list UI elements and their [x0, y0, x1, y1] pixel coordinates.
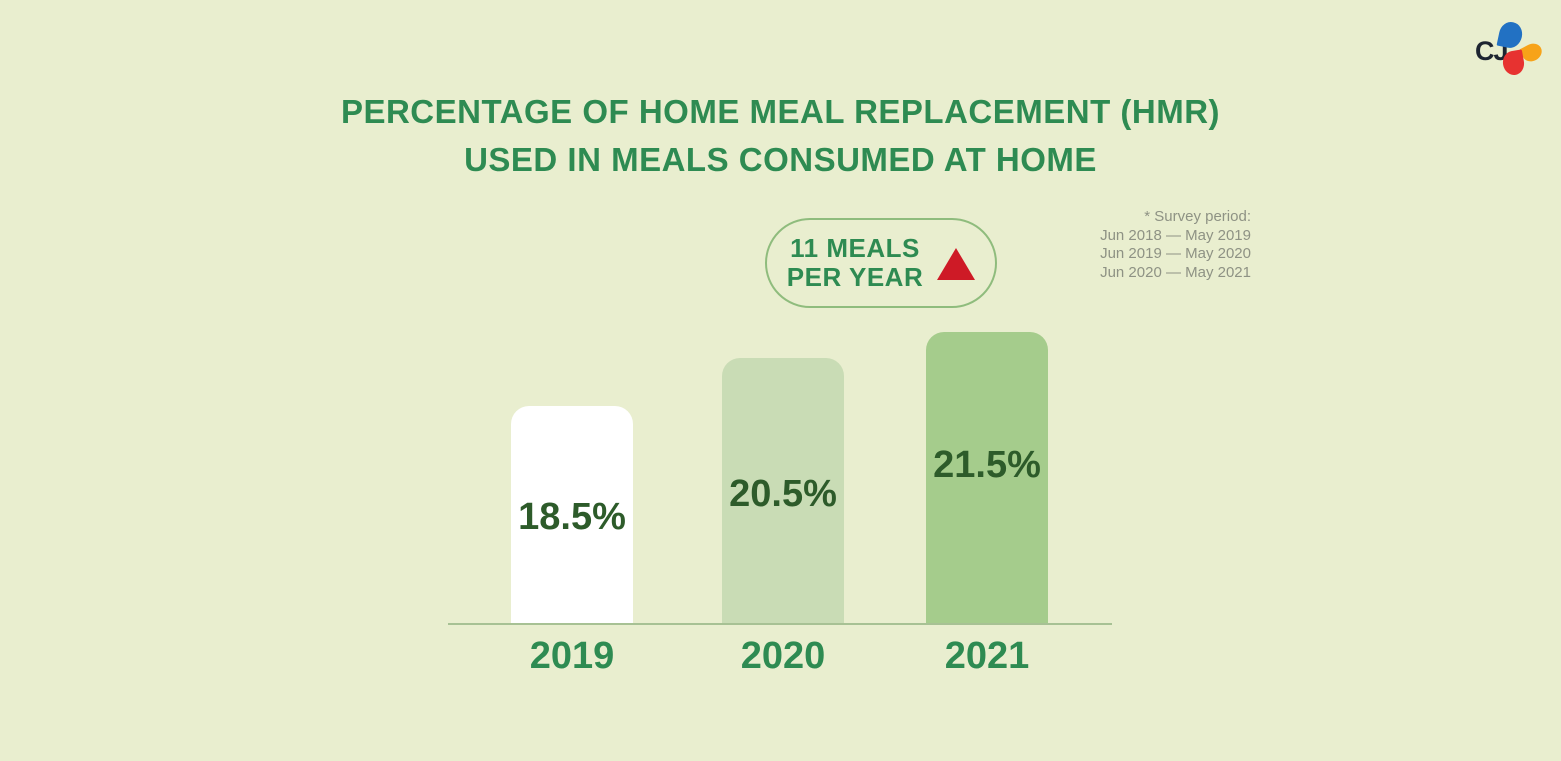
bar-value-2021: 21.5%: [933, 444, 1041, 486]
survey-period-line: Jun 2018 — May 2019: [1100, 226, 1251, 244]
increase-triangle-icon: [937, 248, 976, 280]
chart-baseline: [448, 623, 1112, 625]
badge-line-1: 11 MEALS: [790, 233, 920, 263]
bar-2021: 21.5%: [926, 332, 1048, 624]
badge-line-2: PER YEAR: [786, 262, 924, 292]
survey-period-line: Jun 2020 — May 2021: [1100, 263, 1251, 281]
title-line-1: PERCENTAGE OF HOME MEAL REPLACEMENT (HMR…: [340, 93, 1221, 130]
survey-period-line: Jun 2019 — May 2020: [1100, 245, 1251, 262]
bar-value-2020: 20.5%: [729, 473, 837, 515]
bar-2019: 18.5%: [511, 406, 633, 624]
x-axis-label-2021: 2021: [944, 635, 1030, 677]
survey-note-heading: * Survey period:: [1144, 208, 1251, 225]
x-axis-label-2019: 2019: [529, 635, 615, 677]
meals-per-year-badge: 11 MEALS PER YEAR: [765, 218, 997, 308]
x-axis-label-2020: 2020: [740, 635, 826, 677]
title-line-2: USED IN MEALS CONSUMED AT HOME: [464, 141, 1097, 178]
page-title: PERCENTAGE OF HOME MEAL REPLACEMENT (HMR…: [0, 88, 1561, 184]
bar-value-2019: 18.5%: [518, 496, 626, 538]
badge-text: 11 MEALS PER YEAR: [787, 234, 923, 292]
bar-2020: 20.5%: [722, 358, 844, 624]
survey-period-note: * Survey period: Jun 2018 — May 2019 Jun…: [1100, 208, 1251, 282]
cj-logo: CJ: [1473, 19, 1545, 78]
